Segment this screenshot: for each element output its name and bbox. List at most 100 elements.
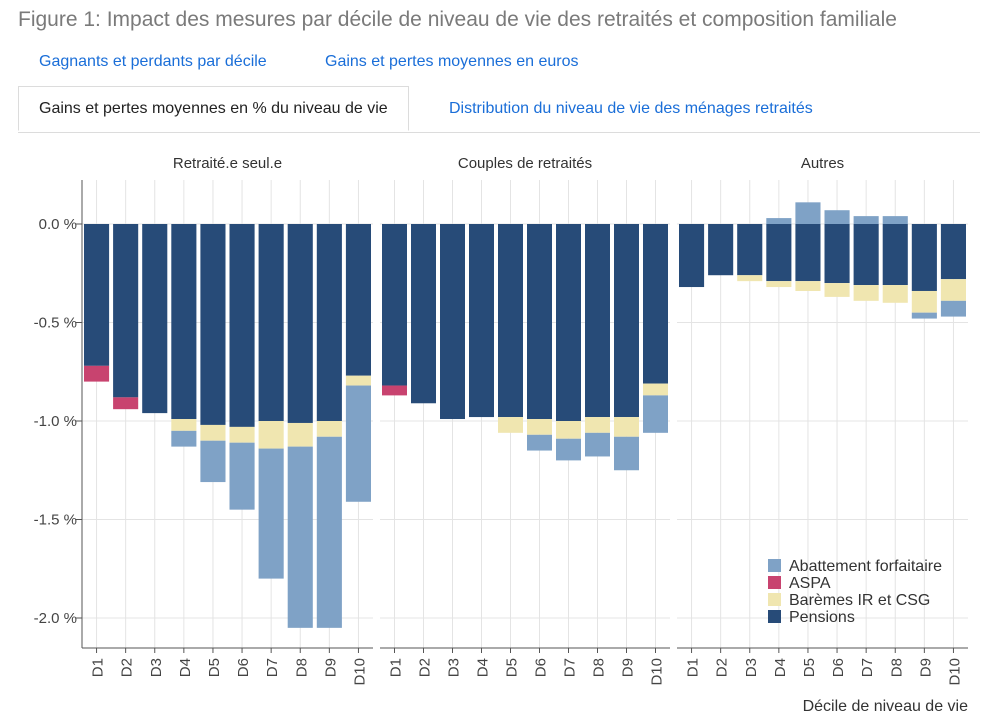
bar-abattement-forfaitaire	[643, 395, 668, 433]
bar-abattement-forfaitaire	[229, 442, 255, 510]
x-tick-label: D4	[177, 658, 194, 677]
panel-title: Couples de retraités	[458, 155, 592, 172]
bar-pensions	[940, 224, 966, 280]
bar-pensions	[614, 224, 639, 418]
bar-pensions	[142, 224, 168, 414]
bar-pensions	[171, 224, 197, 420]
bar-pensions	[469, 224, 494, 418]
y-tick-label: -2.0 %	[34, 610, 77, 627]
bar-abattement-forfaitaire	[171, 430, 197, 447]
panel-title: Retraité.e seul.e	[173, 155, 282, 172]
bar-bar-mes-ir-et-csg	[766, 281, 792, 288]
bar-pensions	[643, 224, 668, 384]
tab-distribution-niveau-vie[interactable]: Distribution du niveau de vie des ménage…	[449, 100, 813, 117]
bar-aspa	[84, 365, 110, 382]
tab-gagnants-perdants[interactable]: Gagnants et perdants par décile	[39, 53, 267, 70]
bar-bar-mes-ir-et-csg	[585, 417, 610, 433]
x-tick-label: D3	[743, 658, 760, 677]
bar-abattement-forfaitaire	[882, 216, 908, 224]
x-tick-label: D2	[119, 658, 136, 677]
x-tick-label: D8	[293, 658, 310, 677]
legend-swatch	[768, 610, 781, 623]
x-tick-label: D2	[417, 658, 434, 677]
bar-abattement-forfaitaire	[316, 436, 342, 628]
x-tick-label: D5	[801, 658, 818, 677]
bar-bar-mes-ir-et-csg	[316, 421, 342, 437]
bar-pensions	[200, 224, 226, 425]
tab-gains-pertes-euros[interactable]: Gains et pertes moyennes en euros	[325, 53, 579, 70]
x-tick-label: D1	[388, 658, 405, 677]
bar-bar-mes-ir-et-csg	[795, 281, 821, 291]
x-tick-label: D5	[206, 658, 223, 677]
bar-abattement-forfaitaire	[795, 202, 821, 224]
x-tick-label: D3	[148, 658, 165, 677]
bar-abattement-forfaitaire	[766, 218, 792, 224]
bar-pensions	[382, 224, 407, 386]
panel-title: Autres	[801, 155, 844, 172]
bar-bar-mes-ir-et-csg	[614, 417, 639, 437]
bar-pensions	[316, 224, 342, 421]
bar-bar-mes-ir-et-csg	[824, 283, 850, 297]
bar-bar-mes-ir-et-csg	[853, 285, 879, 301]
bar-bar-mes-ir-et-csg	[200, 424, 226, 441]
x-tick-label: D1	[90, 658, 107, 677]
bar-pensions	[911, 224, 937, 291]
bar-pensions	[258, 224, 284, 421]
bar-pensions	[498, 224, 523, 418]
bar-pensions	[882, 224, 908, 286]
legend-label: ASPA	[789, 575, 831, 592]
bar-pensions	[853, 224, 879, 286]
y-tick-label: -1.5 %	[34, 512, 77, 529]
bar-pensions	[737, 224, 763, 276]
bar-bar-mes-ir-et-csg	[940, 279, 966, 301]
bar-pensions	[440, 224, 465, 420]
x-tick-label: D6	[533, 658, 550, 677]
x-tick-label: D2	[714, 658, 731, 677]
bar-pensions	[708, 224, 734, 276]
legend-swatch	[768, 576, 781, 589]
bar-abattement-forfaitaire	[614, 436, 639, 471]
bar-abattement-forfaitaire	[345, 385, 371, 502]
legend-swatch	[768, 593, 781, 606]
bar-pensions	[556, 224, 581, 421]
legend-label: Barèmes IR et CSG	[789, 592, 930, 609]
y-tick-label: -0.5 %	[34, 315, 77, 332]
x-tick-label: D9	[917, 658, 934, 677]
bar-bar-mes-ir-et-csg	[498, 417, 523, 433]
legend-label: Abattement forfaitaire	[789, 558, 942, 575]
x-tick-label: D1	[685, 658, 702, 677]
x-tick-label: D10	[351, 658, 368, 686]
tab-row-secondary: Gains et pertes moyennes en % du niveau …	[18, 86, 980, 133]
bar-pensions	[411, 224, 436, 404]
bar-pensions	[679, 224, 705, 288]
x-tick-label: D4	[772, 658, 789, 677]
y-tick-label: -1.0 %	[34, 413, 77, 430]
x-tick-label: D9	[620, 658, 637, 677]
bar-pensions	[824, 224, 850, 284]
bar-bar-mes-ir-et-csg	[911, 290, 937, 313]
x-tick-label: D6	[830, 658, 847, 677]
figure-title: Figure 1: Impact des mesures par décile …	[18, 8, 897, 31]
x-tick-label: D9	[322, 658, 339, 677]
bar-abattement-forfaitaire	[853, 216, 879, 224]
x-tick-label: D7	[264, 658, 281, 677]
tab-gains-pertes-pourcent[interactable]: Gains et pertes moyennes en % du niveau …	[18, 86, 409, 131]
bar-pensions	[84, 224, 110, 366]
y-tick-label: 0.0 %	[39, 216, 77, 233]
bar-abattement-forfaitaire	[940, 300, 966, 317]
x-tick-label: D7	[562, 658, 579, 677]
bar-bar-mes-ir-et-csg	[556, 421, 581, 439]
x-tick-label: D10	[946, 658, 963, 686]
bar-bar-mes-ir-et-csg	[643, 383, 668, 396]
legend-label: Pensions	[789, 609, 855, 626]
bar-abattement-forfaitaire	[527, 434, 552, 451]
x-tick-label: D10	[649, 658, 666, 686]
bar-abattement-forfaitaire	[287, 446, 313, 628]
bar-bar-mes-ir-et-csg	[229, 426, 255, 443]
bar-pensions	[527, 224, 552, 420]
x-tick-label: D5	[504, 658, 521, 677]
bar-abattement-forfaitaire	[556, 438, 581, 461]
bar-bar-mes-ir-et-csg	[287, 422, 313, 447]
bar-pensions	[766, 224, 792, 282]
